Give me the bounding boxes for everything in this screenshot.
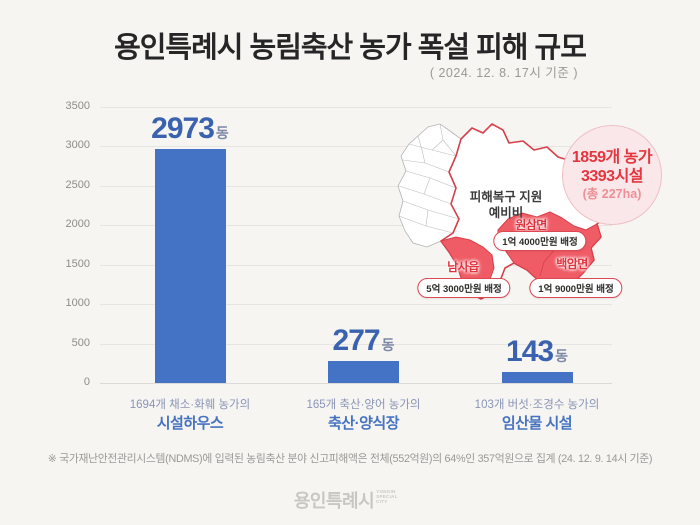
bar-value-label-임산물 시설: 143 동 bbox=[506, 334, 568, 368]
bar-축산·양식장 bbox=[328, 361, 399, 383]
map-region-divider bbox=[539, 247, 557, 277]
map-note-line2: 예비비 bbox=[488, 206, 524, 220]
map-note-line1: 피해복구 지원 bbox=[469, 190, 543, 204]
bar-임산물 시설 bbox=[501, 371, 573, 383]
gridline-2500 bbox=[100, 185, 612, 187]
category-description-축산·양식장: 165개 축산·양어 농가의 bbox=[306, 399, 421, 411]
map-district-inner-borders bbox=[398, 123, 460, 234]
gridline-500 bbox=[100, 343, 612, 345]
logo-english: YONGIN SPECIAL CITY bbox=[376, 489, 398, 504]
y-axis-tick-2500: 2500 bbox=[65, 178, 90, 191]
category-description-임산물 시설: 103개 버섯·조경수 농가의 bbox=[474, 399, 600, 411]
category-description-시설하우스: 1694개 채소·화훼 농가의 bbox=[129, 399, 251, 411]
gridline-2000 bbox=[100, 225, 612, 227]
allocation-pill-wonsam: 1억 4000만원 배정 bbox=[493, 231, 587, 251]
y-axis-tick-3500: 3500 bbox=[65, 100, 90, 112]
gridline-0 bbox=[100, 383, 612, 384]
bar-value-label-축산·양식장: 277 동 bbox=[332, 324, 395, 358]
region-label-baegam: 백암면 bbox=[556, 257, 588, 271]
map-note: 피해복구 지원 예비비 bbox=[446, 189, 566, 221]
bar-value-label-시설하우스: 2973 동 bbox=[151, 111, 229, 145]
footnote: ※ 국가재난안전관리시스템(NDMS)에 입력된 농림축산 분야 신고피해액은 … bbox=[47, 453, 653, 465]
category-name-시설하우스: 시설하우스 bbox=[156, 415, 224, 432]
badge-area: (총 227ha) bbox=[582, 187, 642, 201]
allocation-pill-namsa: 5억 3000만원 배정 bbox=[417, 278, 511, 298]
category-name-축산·양식장: 축산·양식장 bbox=[328, 415, 400, 432]
allocation-pill-baegam: 1억 9000만원 배정 bbox=[529, 278, 623, 298]
logo-korean: 용인특례시 bbox=[293, 491, 375, 511]
map-district-cluster bbox=[397, 123, 462, 248]
page-title: 용인특례시 농림축산 농가 폭설 피해 규모 bbox=[114, 32, 587, 64]
bar-시설하우스 bbox=[154, 148, 226, 383]
y-axis-tick-3000: 3000 bbox=[65, 139, 90, 152]
gridline-1000 bbox=[100, 304, 612, 306]
y-axis-tick-2000: 2000 bbox=[65, 218, 90, 231]
category-name-임산물 시설: 임산물 시설 bbox=[501, 415, 573, 432]
y-axis-tick-1000: 1000 bbox=[65, 297, 90, 310]
y-axis-tick-0: 0 bbox=[83, 376, 90, 388]
yongin-city-logo: 용인특례시 YONGIN SPECIAL CITY bbox=[0, 487, 700, 513]
gridline-3500 bbox=[100, 107, 612, 108]
region-label-wonsam: 원삼면 bbox=[515, 218, 547, 232]
badge-farms: 1859개 농가 bbox=[571, 149, 653, 166]
badge-facilities: 3393시설 bbox=[580, 168, 644, 185]
gridline-3000 bbox=[100, 146, 612, 148]
gridline-1500 bbox=[100, 264, 612, 266]
page-subtitle: ( 2024. 12. 8. 17시 기준 ) bbox=[429, 66, 578, 80]
region-label-namsa: 남사읍 bbox=[447, 260, 479, 274]
damage-summary-badge: 1859개 농가 3393시설 (총 227ha) bbox=[562, 125, 662, 225]
y-axis-tick-1500: 1500 bbox=[65, 257, 90, 270]
y-axis-tick-500: 500 bbox=[71, 336, 90, 349]
